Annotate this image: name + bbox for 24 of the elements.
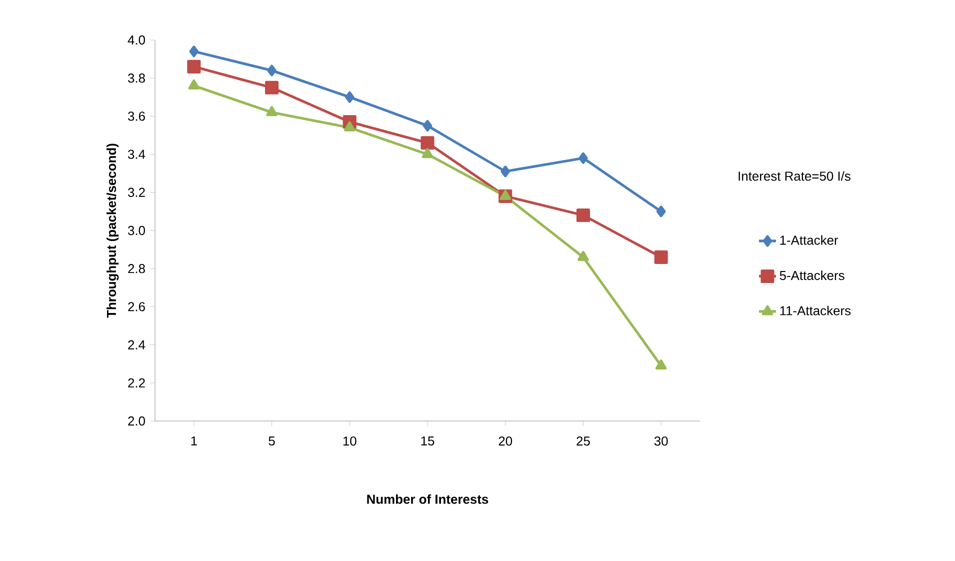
- y-tick-label: 3.0: [128, 226, 146, 236]
- y-axis-title: Throughput (packet/second): [106, 144, 119, 318]
- y-tick-label: 2.0: [128, 416, 146, 426]
- legend-title: Interest Rate=50 I/s: [738, 171, 850, 181]
- y-tick-label: 3.2: [128, 188, 145, 197]
- x-tick-label: 20: [498, 436, 512, 446]
- y-tick-label: 4.0: [128, 35, 146, 45]
- y-tick-label: 3.6: [128, 112, 145, 121]
- legend-label: 1-Attacker: [780, 235, 838, 245]
- y-tick-label: 2.4: [128, 340, 146, 350]
- y-tick-label: 2.8: [128, 264, 145, 274]
- y-tick-label: 3.8: [128, 74, 145, 83]
- y-tick-label: 3.4: [128, 150, 146, 159]
- x-tick-label: 15: [421, 436, 434, 446]
- x-tick-label: 30: [654, 436, 668, 446]
- x-axis-title: Number of Interests: [367, 494, 488, 504]
- legend-label: 5-Attackers: [780, 270, 844, 280]
- x-tick-label: 5: [268, 436, 275, 446]
- y-tick-label: 2.6: [128, 302, 145, 312]
- legend-label: 11-Attackers: [780, 306, 851, 316]
- x-tick-label: 10: [343, 436, 356, 446]
- x-tick-label: 1: [191, 436, 197, 446]
- y-tick-label: 2.2: [128, 378, 145, 388]
- x-tick-label: 25: [576, 436, 590, 446]
